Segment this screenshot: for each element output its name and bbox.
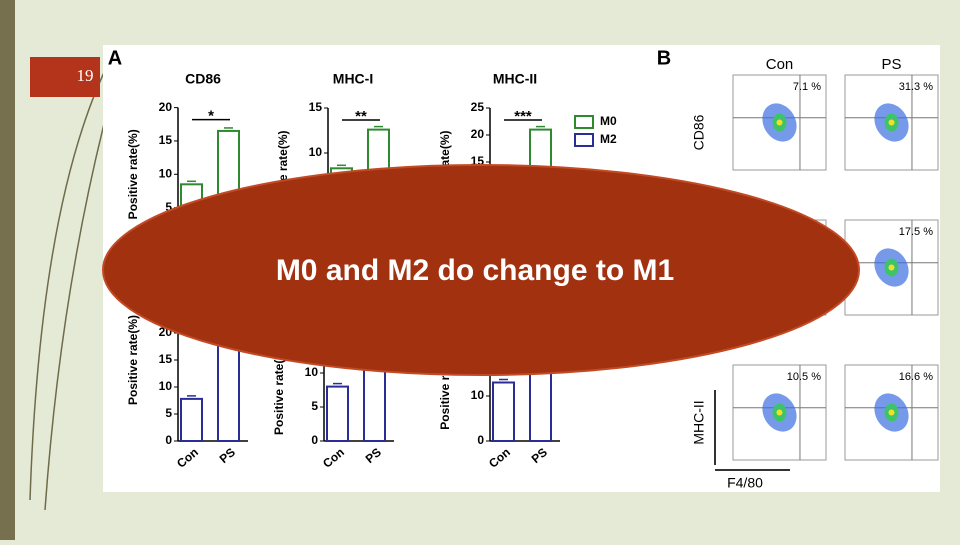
slide-number: 19 — [77, 66, 94, 85]
y-tick-label: 15 — [309, 100, 323, 114]
y-tick-label: 10 — [159, 166, 173, 180]
y-tick-label: 25 — [471, 100, 485, 114]
chart-title: MHC-I — [333, 71, 373, 87]
cell-cloud-peak — [888, 119, 895, 126]
y-tick-label: 15 — [159, 133, 173, 147]
y-tick-label: 5 — [165, 406, 172, 420]
y-tick-label: 10 — [471, 388, 485, 402]
flow-y-label: MHC-II — [691, 400, 707, 444]
gate-percent: 31.3 % — [899, 81, 933, 93]
panel-label: A — [108, 47, 122, 69]
y-tick-label: 10 — [309, 145, 323, 159]
significance: *** — [514, 108, 532, 125]
y-tick-label: 10 — [159, 379, 173, 393]
column-label: PS — [881, 56, 901, 73]
decor-lines — [29, 59, 111, 511]
legend-label: M2 — [600, 132, 617, 146]
gate-percent: 16.6 % — [899, 371, 933, 383]
overlay-text: M0 and M2 do change to M1 — [276, 254, 674, 287]
legend-label: M0 — [600, 114, 617, 128]
legend-swatch — [574, 133, 594, 147]
y-tick-label: 0 — [165, 433, 172, 447]
slide-number-tab — [30, 57, 100, 97]
flow-y-label: CD86 — [691, 114, 707, 150]
side-stripe — [0, 0, 15, 540]
flow-x-label: F4/80 — [727, 475, 763, 491]
bar — [326, 385, 349, 443]
cell-cloud-peak — [776, 409, 783, 416]
cell-cloud-peak — [776, 119, 783, 126]
y-tick-label: 0 — [311, 433, 318, 447]
y-tick-label: 0 — [477, 433, 484, 447]
cell-cloud-peak — [888, 409, 895, 416]
y-tick-label: 5 — [311, 399, 318, 413]
y-axis-label: Positive rate(%) — [126, 315, 140, 405]
panel-label: B — [657, 47, 671, 69]
y-axis-label: Positive rate(%) — [272, 345, 286, 435]
significance: * — [208, 108, 214, 125]
y-axis-label: Positive rate(%) — [126, 129, 140, 219]
gate-percent: 17.5 % — [899, 226, 933, 238]
overlay-ellipse — [102, 164, 860, 376]
y-tick-label: 10 — [305, 365, 319, 379]
column-label: Con — [766, 56, 794, 73]
y-tick-label: 20 — [471, 127, 485, 141]
chart-title: MHC-II — [493, 71, 537, 87]
bar — [180, 397, 203, 443]
gate-percent: 10.5 % — [787, 371, 821, 383]
bar — [492, 381, 515, 442]
cell-cloud-peak — [888, 264, 895, 271]
y-tick-label: 20 — [159, 100, 173, 114]
y-tick-label: 15 — [159, 352, 173, 366]
gate-percent: 7.1 % — [793, 81, 821, 93]
legend-swatch — [574, 115, 594, 129]
chart-title: CD86 — [185, 71, 221, 87]
y-tick-label: 5 — [165, 200, 172, 214]
significance: ** — [355, 108, 367, 125]
